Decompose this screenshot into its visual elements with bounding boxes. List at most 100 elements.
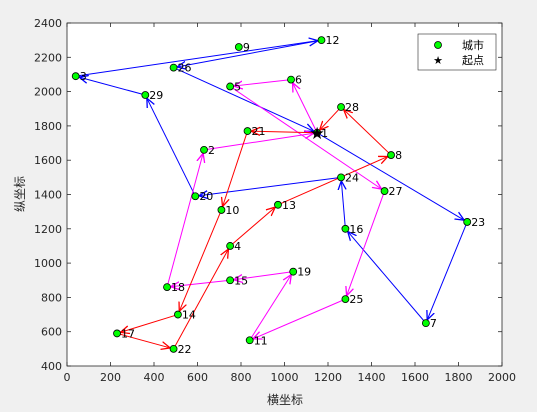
city-label: 28 — [345, 101, 359, 114]
x-axis-label: 横坐标 — [267, 393, 303, 407]
city-marker — [217, 206, 226, 214]
route-segment — [320, 106, 342, 130]
route-segment — [234, 79, 292, 86]
city-marker — [380, 187, 389, 195]
city-label: 10 — [225, 204, 239, 217]
legend-city-label: 城市 — [462, 38, 484, 52]
y-tick-label: 1200 — [34, 223, 62, 236]
city-label: 27 — [389, 185, 403, 198]
city-marker — [337, 103, 345, 111]
route-segment — [293, 83, 318, 133]
y-tick-label: 1600 — [34, 154, 62, 167]
city-label: 24 — [345, 171, 359, 184]
legend-city-marker — [434, 41, 442, 49]
city-marker — [113, 329, 121, 338]
route-segment — [277, 156, 388, 206]
city-label: 1 — [321, 127, 328, 140]
route-segment — [75, 41, 318, 77]
city-label: 11 — [254, 334, 268, 347]
city-marker — [174, 310, 182, 319]
y-tick-label: 2200 — [34, 51, 62, 64]
x-tick-label: 1000 — [271, 371, 299, 384]
route-3 — [116, 106, 392, 350]
city-label: 25 — [349, 293, 363, 306]
city-label: 15 — [234, 274, 248, 287]
route-1 — [75, 39, 468, 324]
legend-start-marker: ★ — [433, 54, 443, 67]
y-tick-label: 800 — [41, 291, 62, 304]
city-label: 4 — [234, 240, 241, 253]
route-2 — [166, 79, 386, 341]
x-tick-label: 800 — [231, 371, 252, 384]
route-segment — [344, 109, 392, 156]
city-label: 21 — [252, 125, 266, 138]
x-tick-label: 2000 — [488, 371, 516, 384]
route-segment — [173, 67, 314, 132]
y-tick-label: 2000 — [34, 86, 62, 99]
route-segment — [341, 181, 345, 229]
city-label: 9 — [243, 41, 250, 54]
y-axis-ticks: 400 600 800 1000 1200 1400 1600 1800 2000 2200 240… — [34, 17, 502, 373]
routes-layer — [75, 39, 468, 350]
route-segment — [347, 190, 386, 296]
city-marker — [421, 319, 430, 328]
city-marker — [287, 75, 295, 84]
x-tick-label: 0 — [64, 371, 71, 384]
city-label: 13 — [282, 199, 296, 212]
city-label: 29 — [149, 89, 163, 102]
route-segment — [348, 231, 427, 324]
route-segment — [199, 176, 342, 195]
city-label: 12 — [325, 34, 339, 47]
route-segment — [251, 131, 318, 133]
city-marker — [317, 36, 326, 45]
route-segment — [223, 130, 248, 207]
city-marker — [341, 295, 350, 304]
city-marker — [226, 242, 235, 250]
plot-area — [67, 23, 502, 366]
x-tick-label: 1800 — [445, 371, 473, 384]
city-label: 2 — [208, 144, 215, 157]
city-marker — [169, 63, 178, 72]
cities-layer — [71, 36, 472, 353]
city-label: 6 — [295, 74, 302, 87]
city-label: 14 — [182, 309, 196, 322]
city-label: 7 — [430, 317, 437, 330]
route-segment — [116, 332, 170, 348]
x-tick-label: 200 — [100, 371, 121, 384]
city-label: 22 — [178, 343, 192, 356]
city-marker — [341, 224, 350, 233]
route-segment — [177, 39, 322, 67]
city-marker — [289, 267, 298, 276]
route-segment — [229, 207, 275, 247]
route-segment — [173, 249, 229, 350]
city-marker — [243, 127, 252, 135]
city-label: 18 — [171, 281, 185, 294]
y-tick-label: 2400 — [34, 17, 62, 30]
city-marker — [226, 276, 235, 285]
city-label: 19 — [297, 266, 311, 279]
y-tick-label: 600 — [41, 326, 62, 339]
city-label: 3 — [80, 70, 87, 83]
route-segment — [203, 133, 314, 151]
x-tick-label: 600 — [187, 371, 208, 384]
city-label: 16 — [349, 223, 363, 236]
route-segment — [249, 275, 292, 341]
city-label: 17 — [121, 327, 135, 340]
legend-box — [417, 33, 497, 71]
city-label: 5 — [234, 80, 241, 93]
city-marker — [234, 43, 243, 51]
city-labels-layer: 1234567891011121314151617181920212223242… — [80, 34, 486, 356]
y-tick-label: 1400 — [34, 189, 62, 202]
city-label: 20 — [199, 190, 213, 203]
route-segment — [171, 279, 231, 286]
city-label: 23 — [471, 216, 485, 229]
route-segment — [120, 314, 179, 333]
city-marker — [463, 218, 472, 226]
city-marker — [200, 146, 208, 154]
city-marker — [387, 151, 395, 159]
start-star: ★ — [310, 124, 325, 144]
x-tick-label: 1200 — [314, 371, 342, 384]
route-segment — [147, 98, 196, 197]
route-segment — [427, 221, 468, 320]
y-tick-label: 1800 — [34, 120, 62, 133]
